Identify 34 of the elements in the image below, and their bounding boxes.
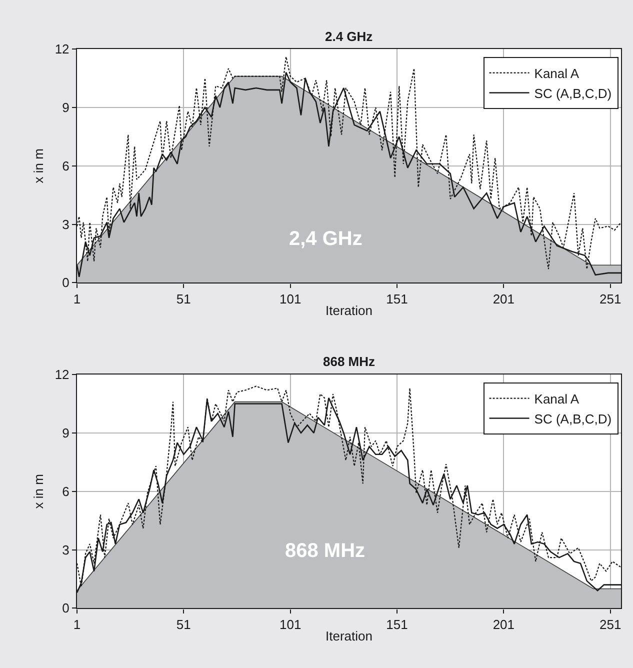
y-tick-label: 0 <box>62 275 70 290</box>
legend-label: SC (A,B,C,D) <box>534 411 612 426</box>
x-tick-label: 251 <box>599 291 622 306</box>
y-tick-label: 12 <box>54 367 70 382</box>
y-axis-title: x in m <box>30 148 46 184</box>
x-tick-label: 101 <box>279 616 302 632</box>
chart-title: 868 MHz <box>323 354 376 369</box>
y-tick-label: 9 <box>62 100 70 115</box>
y-tick-label: 6 <box>62 484 70 499</box>
y-tick-label: 3 <box>62 542 70 558</box>
x-tick-label: 101 <box>279 291 302 306</box>
y-tick-label: 0 <box>62 600 70 616</box>
x-tick-label: 201 <box>492 616 515 632</box>
annotation: 2,4 GHz <box>289 228 362 250</box>
x-tick-label: 51 <box>176 291 191 306</box>
x-tick-label: 51 <box>176 616 191 632</box>
x-tick-label: 151 <box>386 616 408 632</box>
y-tick-label: 6 <box>62 158 70 174</box>
x-tick-label: 1 <box>73 616 81 632</box>
annotation: 868 MHz <box>285 540 366 562</box>
x-axis-title: Iteration <box>326 628 372 644</box>
x-tick-label: 1 <box>73 291 81 306</box>
x-tick-label: 251 <box>599 616 622 632</box>
y-tick-label: 12 <box>54 42 70 57</box>
y-tick-label: 3 <box>62 216 70 232</box>
x-axis-title: Iteration <box>326 302 372 318</box>
x-tick-label: 201 <box>492 291 515 306</box>
chart-title: 2.4 GHz <box>325 29 374 44</box>
x-tick-label: 151 <box>386 291 408 306</box>
y-tick-label: 9 <box>62 426 70 441</box>
y-axis-title: x in m <box>30 474 46 509</box>
legend-label: Kanal A <box>534 391 580 406</box>
legend-label: SC (A,B,C,D) <box>534 86 612 101</box>
legend-label: Kanal A <box>534 66 580 81</box>
